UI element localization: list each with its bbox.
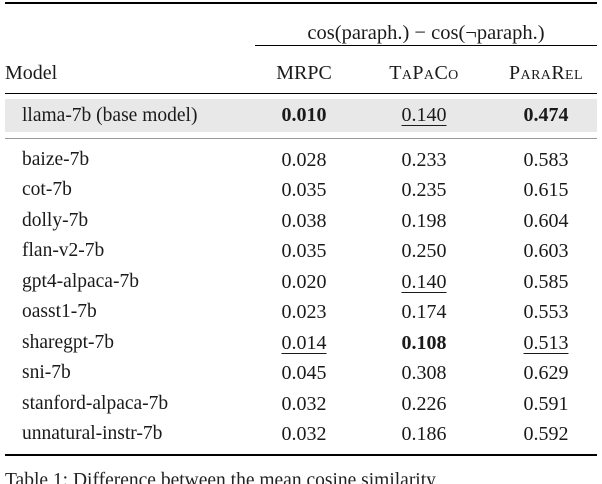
table-row: baize-7b 0.028 0.233 0.583 [5, 145, 597, 176]
model-cell: cot-7b [22, 179, 72, 200]
col-header-model: Model [5, 45, 255, 94]
value-cell: 0.474 [495, 98, 597, 132]
value-cell: 0.592 [523, 423, 569, 445]
value-cell: 0.010 [255, 98, 353, 132]
value-cell: 0.233 [401, 148, 447, 171]
value-cell: 0.028 [281, 148, 327, 171]
value-cell: 0.035 [281, 179, 327, 201]
model-cell: sni-7b [22, 362, 71, 383]
value-cell: 0.108 [401, 331, 447, 354]
table-row: dolly-7b 0.038 0.198 0.604 [5, 206, 597, 237]
table-row: llama-7b (base model) 0.010 0.140 0.474 [5, 98, 597, 132]
value-cell: 0.035 [281, 240, 327, 262]
col-header-tapaco: TaPaCo [353, 45, 495, 94]
model-cell: dolly-7b [22, 209, 89, 231]
empty-header-cell [5, 4, 255, 46]
table-row: flan-v2-7b 0.035 0.250 0.603 [5, 236, 597, 267]
table-row: unnatural-instr-7b 0.032 0.186 0.592 [5, 419, 597, 450]
value-cell: 0.140 [401, 270, 447, 293]
value-cell: 0.585 [523, 270, 569, 293]
group-header: cos(paraph.) − cos(¬paraph.) [255, 4, 597, 46]
column-header-row: Model MRPC TaPaCo ParaRel [5, 45, 597, 94]
value-cell: 0.603 [523, 240, 569, 262]
group-header-row: cos(paraph.) − cos(¬paraph.) [5, 4, 597, 46]
model-cell: baize-7b [22, 148, 90, 170]
model-cell: oasst1-7b [22, 301, 97, 322]
value-cell: 0.140 [353, 98, 495, 132]
value-cell: 0.615 [523, 179, 569, 201]
value-cell: 0.038 [281, 209, 327, 232]
model-cell: unnatural-instr-7b [22, 423, 163, 444]
model-cell: stanford-alpaca-7b [22, 392, 169, 414]
table-row: sni-7b 0.045 0.308 0.629 [5, 358, 597, 389]
value-cell: 0.583 [523, 148, 569, 171]
table-caption-clipped: Table 1: Difference between the mean cos… [5, 470, 436, 484]
value-cell: 0.553 [523, 301, 569, 323]
table-frame: cos(paraph.) − cos(¬paraph.) Model MRPC … [5, 2, 597, 456]
value-cell: 0.604 [523, 209, 569, 232]
model-cell: llama-7b (base model) [5, 98, 255, 132]
results-table: cos(paraph.) − cos(¬paraph.) Model MRPC … [5, 4, 597, 454]
value-cell: 0.308 [401, 362, 447, 384]
col-header-mrpc: MRPC [255, 45, 353, 94]
value-cell: 0.032 [281, 423, 327, 445]
value-cell: 0.186 [401, 423, 447, 445]
value-cell: 0.198 [401, 209, 447, 232]
col-header-pararel: ParaRel [495, 45, 597, 94]
row-spacer [5, 138, 597, 145]
row-spacer [5, 131, 597, 139]
value-cell: 0.629 [523, 362, 569, 384]
model-cell: flan-v2-7b [22, 240, 105, 261]
table-body: llama-7b (base model) 0.010 0.140 0.474 baiz… [5, 93, 597, 454]
table-row: stanford-alpaca-7b 0.032 0.226 0.591 [5, 389, 597, 420]
value-cell: 0.032 [281, 392, 327, 415]
table-row: gpt4-alpaca-7b 0.020 0.140 0.585 [5, 267, 597, 298]
value-cell: 0.174 [401, 301, 447, 323]
value-cell: 0.250 [401, 240, 447, 262]
value-cell: 0.014 [281, 331, 327, 354]
value-cell: 0.591 [523, 392, 569, 415]
model-cell: gpt4-alpaca-7b [22, 270, 139, 292]
row-spacer [5, 93, 597, 99]
table-row: oasst1-7b 0.023 0.174 0.553 [5, 297, 597, 328]
value-cell: 0.513 [523, 331, 569, 354]
value-cell: 0.045 [281, 362, 327, 384]
value-cell: 0.023 [281, 301, 327, 323]
table-row: sharegpt-7b 0.014 0.108 0.513 [5, 328, 597, 359]
table-row: cot-7b 0.035 0.235 0.615 [5, 175, 597, 206]
value-cell: 0.020 [281, 270, 327, 293]
value-cell: 0.235 [401, 179, 447, 201]
value-cell: 0.226 [401, 392, 447, 415]
row-spacer [5, 449, 597, 454]
model-cell: sharegpt-7b [22, 331, 115, 353]
